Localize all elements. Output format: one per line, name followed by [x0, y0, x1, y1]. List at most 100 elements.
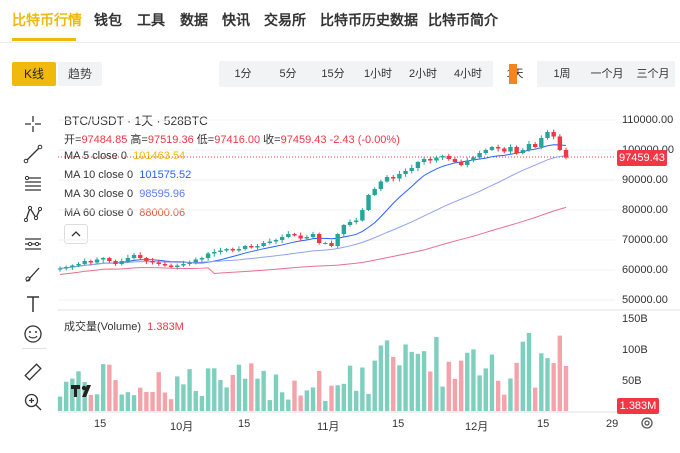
volume-bar: [452, 378, 458, 411]
volume-bar: [310, 387, 316, 411]
volume-bar: [557, 335, 563, 411]
collapse-legend-button[interactable]: [64, 224, 88, 244]
candle-body: [446, 156, 451, 159]
candle-body: [526, 144, 532, 150]
time-tick: 10月: [170, 421, 194, 433]
volume-bar: [545, 358, 550, 411]
tf-15min[interactable]: 15分: [321, 68, 345, 80]
trendline-icon[interactable]: [18, 144, 48, 168]
volume-bar: [372, 360, 377, 411]
high-label: 高=: [130, 134, 148, 146]
candle-body: [273, 240, 279, 242]
time-tick: 15: [94, 418, 107, 430]
measure-lines-icon[interactable]: [18, 234, 48, 258]
volume-bar: [483, 368, 488, 411]
volume-bar: [298, 395, 303, 411]
ohlc-row: 开=97484.85 高=97519.36 低=97416.00 收=97459…: [64, 131, 400, 147]
candle-body: [471, 157, 476, 161]
tf-1min[interactable]: 1分: [234, 68, 252, 80]
tf-5min[interactable]: 5分: [279, 68, 297, 80]
tf-1h[interactable]: 1小时: [363, 68, 393, 80]
candle-body: [384, 177, 390, 182]
volume-bar: [421, 351, 427, 411]
volume-bar: [125, 392, 131, 411]
change-value: -2.43 (-0.00%): [329, 134, 400, 146]
volume-bar: [353, 390, 359, 411]
volume-bar: [539, 353, 544, 411]
nav-item-btc-intro[interactable]: 比特币简介: [428, 12, 498, 28]
emoji-icon[interactable]: [18, 324, 48, 348]
tf-1w[interactable]: 1周: [553, 68, 571, 80]
candle-body: [249, 246, 254, 248]
nav-item-exchanges[interactable]: 交易所: [264, 12, 306, 28]
tf-active-marker: [509, 64, 517, 84]
volume-bar: [446, 361, 451, 411]
trend-button[interactable]: 趋势: [58, 62, 102, 86]
volume-bar: [162, 392, 168, 411]
candle-body: [100, 258, 106, 260]
tf-2h[interactable]: 2小时: [408, 68, 438, 80]
candle-body: [279, 237, 285, 240]
volume-bar: [532, 387, 538, 411]
brush-icon[interactable]: [18, 264, 48, 288]
volume-tick: 150B: [622, 313, 648, 325]
volume-bar: [286, 399, 291, 411]
volume-bar: [329, 385, 334, 411]
candle-body: [125, 258, 131, 261]
candle-body: [428, 159, 433, 161]
tf-3month[interactable]: 三个月: [636, 68, 670, 80]
candle-body: [218, 250, 223, 252]
settings-gear-icon[interactable]: [640, 416, 654, 430]
volume-bar: [242, 378, 248, 411]
candle-body: [360, 210, 365, 221]
text-icon[interactable]: [18, 294, 48, 318]
candle-body: [341, 225, 347, 234]
nav-item-data[interactable]: 数据: [180, 12, 208, 28]
crosshair-icon[interactable]: [18, 114, 48, 138]
candle-body: [113, 261, 118, 264]
candle-body: [366, 195, 371, 210]
low-label: 低=: [196, 134, 215, 146]
time-tick: 15: [392, 418, 405, 430]
ma10-row: MA 10 close 0 101575.52: [64, 169, 191, 181]
tf-4h[interactable]: 4小时: [453, 68, 483, 80]
candle-body: [477, 153, 482, 158]
candle-body: [224, 249, 229, 251]
volume-bar: [471, 349, 476, 411]
pattern-icon[interactable]: [18, 204, 48, 228]
kline-button[interactable]: K线: [12, 62, 56, 86]
volume-bar: [520, 341, 526, 411]
candle-body: [193, 259, 198, 263]
volume-bar: [138, 387, 143, 411]
nav-item-wallet[interactable]: 钱包: [94, 12, 122, 28]
volume-bar: [563, 365, 569, 411]
volume-bar: [181, 384, 186, 411]
ma60-label: MA 60 close 0: [64, 207, 134, 219]
volume-bar: [347, 365, 353, 411]
volume-bar: [131, 395, 137, 411]
volume-bar: [249, 363, 254, 411]
volume-header: 成交量(Volume) 1.383M: [64, 318, 184, 334]
candle-body: [70, 265, 75, 267]
volume-bar: [100, 364, 106, 411]
tf-1month[interactable]: 一个月: [590, 68, 624, 80]
volume-bar: [224, 387, 229, 411]
nav-item-btc-history[interactable]: 比特币历史数据: [320, 12, 418, 28]
candle-body: [304, 237, 310, 239]
volume-bar: [366, 393, 371, 411]
candle-body: [138, 255, 143, 258]
candle-body: [335, 234, 340, 246]
zoom-icon[interactable]: [18, 392, 48, 416]
ruler-icon[interactable]: [18, 362, 48, 386]
volume-bar: [261, 370, 266, 411]
ma5-value: 101463.54: [133, 150, 186, 162]
candle-body: [230, 249, 235, 251]
candle-body: [551, 132, 556, 137]
volume-bar: [391, 356, 396, 411]
nav-item-news[interactable]: 快讯: [222, 12, 250, 28]
fib-lines-icon[interactable]: [18, 174, 48, 198]
candle-body: [57, 268, 63, 270]
nav-item-btc-market[interactable]: 比特币行情: [12, 12, 82, 28]
candle-body: [397, 174, 402, 179]
nav-item-tools[interactable]: 工具: [137, 12, 165, 28]
